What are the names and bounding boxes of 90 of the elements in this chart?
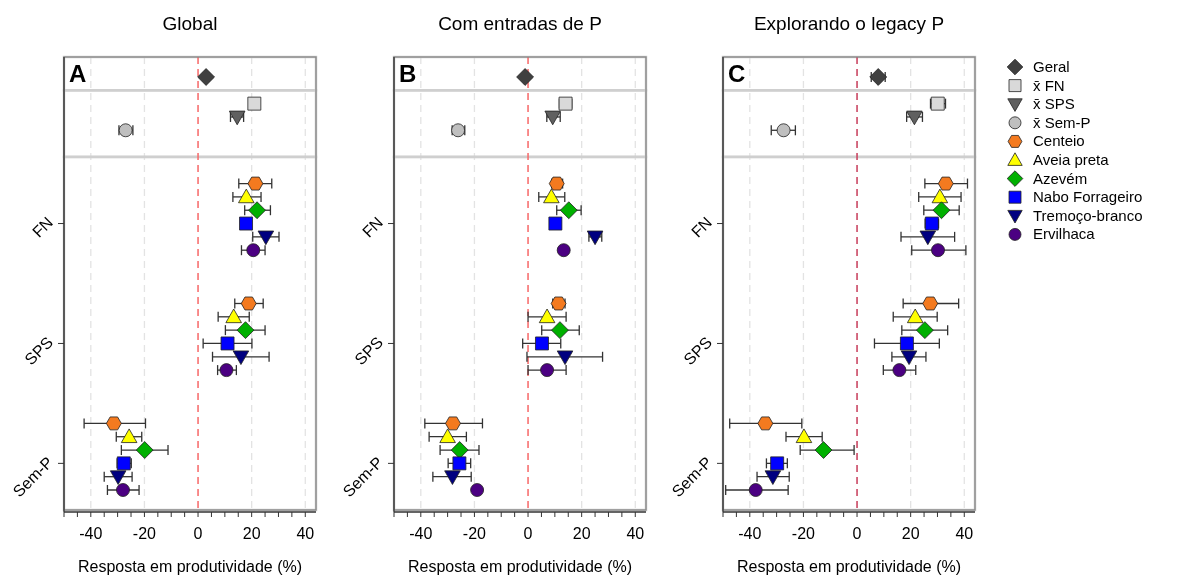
- point: [120, 428, 138, 443]
- point: [236, 321, 255, 339]
- point: [795, 428, 813, 443]
- point: [540, 363, 554, 377]
- x-tick-label: 20: [242, 525, 261, 542]
- x-tick-label: -40: [738, 525, 762, 542]
- point: [937, 176, 954, 191]
- point: [109, 470, 127, 485]
- x-tick-label: 20: [901, 525, 920, 542]
- legend-label: Nabo Forrageiro: [1033, 188, 1143, 206]
- point: [445, 416, 461, 431]
- point: [246, 243, 261, 258]
- point: [220, 336, 235, 351]
- legend-label: Aveia preta: [1033, 151, 1110, 168]
- point: [919, 230, 937, 246]
- annotation: A: [69, 60, 87, 87]
- point: [543, 188, 560, 204]
- legend-label: Tremoço-branco: [1033, 206, 1143, 224]
- x-tick-label: -40: [409, 525, 433, 542]
- point: [900, 336, 914, 351]
- point: [538, 308, 556, 324]
- point: [931, 243, 945, 258]
- point: [907, 308, 924, 324]
- x-tick-label: 20: [572, 525, 591, 542]
- point: [452, 456, 467, 471]
- x-tick-label: 40: [955, 525, 974, 542]
- legend-label: Ervilhaca: [1033, 225, 1096, 243]
- point: [932, 201, 951, 220]
- point: [892, 363, 907, 377]
- point: [439, 428, 456, 443]
- x-tick-label: 0: [852, 525, 862, 542]
- point: [450, 441, 469, 459]
- point: [257, 230, 275, 246]
- point: [225, 308, 242, 324]
- point: [556, 243, 571, 258]
- point: [444, 470, 461, 485]
- x-tick-label: -20: [132, 525, 157, 542]
- x-tick-label: -40: [79, 525, 103, 542]
- legend-label: Geral: [1033, 58, 1070, 75]
- annotation: B: [399, 60, 417, 87]
- x-tick-label: -20: [791, 525, 816, 542]
- legend-label: Centeio: [1033, 132, 1085, 150]
- point: [470, 483, 485, 497]
- point: [770, 456, 785, 471]
- point: [247, 96, 262, 111]
- point: [757, 416, 774, 431]
- point: [116, 483, 130, 497]
- point: [135, 441, 154, 459]
- legend-label: Azevém: [1033, 169, 1088, 187]
- point: [931, 188, 949, 204]
- point: [247, 176, 264, 191]
- point: [548, 216, 563, 231]
- x-tick-label: -20: [462, 525, 487, 542]
- point: [239, 216, 253, 231]
- point: [197, 68, 215, 86]
- point: [240, 296, 257, 311]
- chart-title: Com entradas de P: [438, 13, 602, 34]
- point: [248, 201, 266, 220]
- point: [232, 350, 250, 365]
- point: [105, 416, 122, 431]
- y-tick-label: FN: [29, 213, 57, 241]
- chart-title: Global: [162, 13, 218, 34]
- point: [900, 350, 918, 365]
- x-axis-title: Resposta em produtividade (%): [77, 558, 303, 575]
- y-tick-label: FN: [688, 213, 716, 241]
- point: [764, 470, 782, 485]
- x-axis-title: Resposta em produtividade (%): [407, 558, 633, 575]
- x-axis-title: Resposta em produtividade (%): [736, 558, 962, 575]
- point: [559, 201, 578, 220]
- point: [814, 441, 833, 459]
- point: [551, 321, 569, 339]
- x-tick-label: 0: [523, 525, 533, 542]
- point: [535, 336, 549, 351]
- annotation: C: [728, 60, 746, 87]
- point: [922, 296, 939, 311]
- point: [776, 123, 791, 138]
- x-tick-label: 40: [296, 525, 315, 542]
- legend-label: x̄ FN: [1033, 76, 1065, 94]
- point: [516, 68, 534, 86]
- chart-title: Explorando o legacy P: [753, 13, 945, 34]
- x-tick-label: 0: [193, 525, 203, 542]
- point: [238, 188, 255, 204]
- legend-label: x̄ Sem-P: [1033, 113, 1091, 131]
- point: [556, 350, 574, 365]
- point: [916, 321, 934, 339]
- legend-label: x̄ SPS: [1033, 95, 1075, 113]
- x-tick-label: 40: [626, 525, 645, 542]
- point: [748, 483, 763, 497]
- y-tick-label: FN: [359, 213, 387, 241]
- point: [219, 363, 234, 377]
